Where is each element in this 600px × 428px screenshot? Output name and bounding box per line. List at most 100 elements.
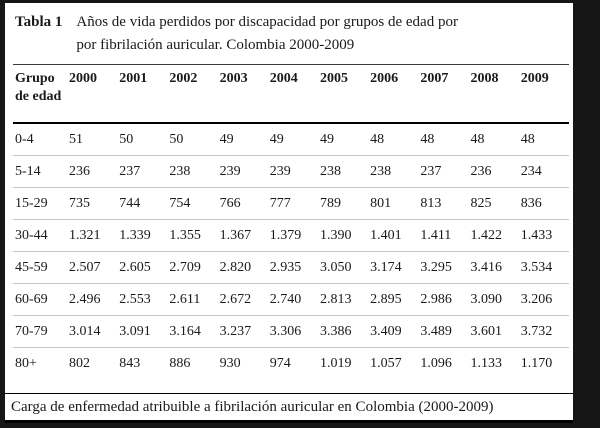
value-cell: 2.820 xyxy=(217,251,268,284)
value-cell: 735 xyxy=(67,187,118,220)
article-title: Carga de enfermedad atribuible a fibrila… xyxy=(11,399,494,415)
year-header: 2003 xyxy=(217,64,268,124)
value-cell: 1.367 xyxy=(217,219,268,252)
table-row: 80+ 802 843 886 930 974 1.019 1.057 1.096 1.133 1.… xyxy=(13,347,569,379)
value-cell: 50 xyxy=(117,122,168,156)
caption-line-2: por fibrilación auricular. Colombia 2000… xyxy=(76,37,355,53)
value-cell: 1.057 xyxy=(370,355,402,371)
value-cell: 836 xyxy=(518,187,569,220)
article-table-page: Tabla 1 Años de vida perdidos por discap… xyxy=(5,3,573,423)
value-cell: 2.935 xyxy=(267,251,318,284)
value-cell: 2.895 xyxy=(368,283,419,316)
value-cell: 1.379 xyxy=(267,219,318,252)
value-cell: 3.386 xyxy=(317,315,369,348)
year-header: 2001 xyxy=(117,64,168,124)
value-cell: 3.014 xyxy=(67,315,118,348)
table-head: Grupo de edad 2000 2001 2002 2003 2004 2005 20… xyxy=(13,64,569,124)
table-row: 15-29 735 744 754 766 777 789 801 813 825 836 xyxy=(13,187,569,220)
value-cell: 1.133 xyxy=(470,355,503,371)
value-cell: 974 xyxy=(269,355,291,371)
value-cell: 2.740 xyxy=(267,283,318,316)
value-cell: 48 xyxy=(518,122,569,156)
value-cell: 2.553 xyxy=(117,283,168,316)
age-group-cell: 30-44 xyxy=(13,219,67,252)
table-row: 60-69 2.496 2.553 2.611 2.672 2.740 2.813 2.895… xyxy=(13,283,569,316)
value-cell: 1.433 xyxy=(518,219,569,252)
value-cell: 766 xyxy=(217,187,268,220)
dalys-by-age-table: Grupo de edad 2000 2001 2002 2003 2004 2005 20… xyxy=(13,64,569,379)
table-body: 0-4 51 50 50 49 49 49 48 48 48 48 5-14 236 237 238 239 2… xyxy=(13,122,569,379)
value-cell: 236 xyxy=(468,155,519,188)
value-cell: 49 xyxy=(217,122,268,156)
age-group-cell: 45-59 xyxy=(13,251,67,284)
value-cell: 843 xyxy=(119,355,141,371)
value-cell: 2.672 xyxy=(217,283,268,316)
value-cell: 48 xyxy=(368,122,419,156)
age-group-cell: 5-14 xyxy=(13,155,67,188)
table-row: 45-59 2.507 2.605 2.709 2.820 2.935 3.050 3.174… xyxy=(13,251,569,284)
value-cell: 234 xyxy=(518,155,569,188)
value-cell: 49 xyxy=(317,122,369,156)
value-cell: 789 xyxy=(317,187,369,220)
value-cell: 825 xyxy=(468,187,519,220)
value-cell: 3.306 xyxy=(267,315,318,348)
table-caption-text: Años de vida perdidos por discapacidad p… xyxy=(76,11,458,57)
value-cell: 3.091 xyxy=(117,315,168,348)
age-group-cell: 15-29 xyxy=(13,187,67,220)
age-group-cell: 60-69 xyxy=(13,283,67,316)
value-cell: 51 xyxy=(67,122,118,156)
value-cell: 3.295 xyxy=(418,251,469,284)
value-cell: 1.355 xyxy=(167,219,218,252)
value-cell: 744 xyxy=(117,187,168,220)
year-header: 2008 xyxy=(468,64,519,124)
value-cell: 3.732 xyxy=(518,315,569,348)
table-caption-block: Tabla 1 Años de vida perdidos por discap… xyxy=(5,3,573,59)
value-cell: 239 xyxy=(217,155,268,188)
table-header-row: Grupo de edad 2000 2001 2002 2003 2004 2005 20… xyxy=(13,64,569,124)
value-cell: 3.489 xyxy=(418,315,469,348)
value-cell: 1.019 xyxy=(319,355,352,371)
table-row: 70-79 3.014 3.091 3.164 3.237 3.306 3.386 3.409… xyxy=(13,315,569,348)
value-cell: 930 xyxy=(219,355,241,371)
year-header: 2006 xyxy=(368,64,419,124)
age-group-cell: 70-79 xyxy=(13,315,67,348)
caption-line-1: Años de vida perdidos por discapacidad p… xyxy=(76,14,458,30)
value-cell: 2.813 xyxy=(317,283,369,316)
year-header: 2000 xyxy=(67,64,118,124)
year-header: 2007 xyxy=(418,64,469,124)
value-cell: 48 xyxy=(418,122,469,156)
value-cell: 237 xyxy=(117,155,168,188)
year-header: 2005 xyxy=(317,64,369,124)
value-cell: 2.496 xyxy=(67,283,118,316)
age-group-header: Grupo de edad xyxy=(13,64,67,124)
year-header: 2002 xyxy=(167,64,218,124)
value-cell: 3.237 xyxy=(217,315,268,348)
value-cell: 1.170 xyxy=(520,355,553,371)
value-cell: 1.411 xyxy=(418,219,469,252)
value-cell: 1.422 xyxy=(468,219,519,252)
value-cell: 2.611 xyxy=(167,283,218,316)
value-cell: 754 xyxy=(167,187,218,220)
value-cell: 3.090 xyxy=(468,283,519,316)
value-cell: 239 xyxy=(267,155,318,188)
value-cell: 1.401 xyxy=(368,219,419,252)
value-cell: 1.339 xyxy=(117,219,168,252)
value-cell: 48 xyxy=(468,122,519,156)
value-cell: 813 xyxy=(418,187,469,220)
value-cell: 50 xyxy=(167,122,218,156)
value-cell: 237 xyxy=(418,155,469,188)
age-group-cell: 80+ xyxy=(15,355,37,371)
value-cell: 1.096 xyxy=(420,355,452,371)
value-cell: 2.986 xyxy=(418,283,469,316)
year-header: 2004 xyxy=(267,64,318,124)
value-cell: 3.206 xyxy=(518,283,569,316)
value-cell: 236 xyxy=(67,155,118,188)
value-cell: 802 xyxy=(69,355,90,371)
value-cell: 3.174 xyxy=(368,251,419,284)
value-cell: 1.321 xyxy=(67,219,118,252)
value-cell: 3.534 xyxy=(518,251,569,284)
value-cell: 238 xyxy=(317,155,369,188)
value-cell: 238 xyxy=(167,155,218,188)
value-cell: 2.507 xyxy=(67,251,118,284)
